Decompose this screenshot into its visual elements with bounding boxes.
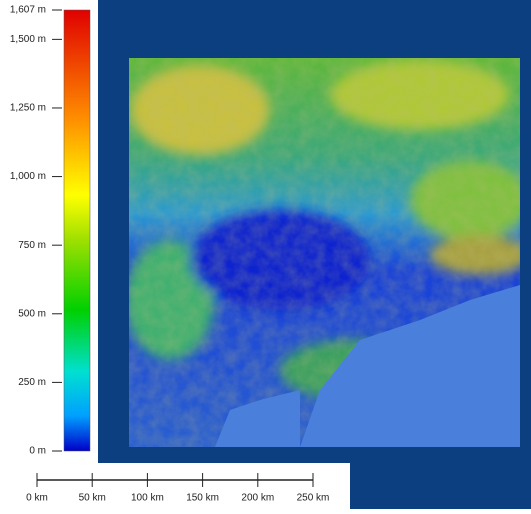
scale-label: 100 km: [131, 493, 164, 504]
legend-label: 1,607 m: [10, 5, 46, 16]
legend-label: 0 m: [29, 446, 46, 457]
legend-label: 1,000 m: [10, 171, 46, 182]
legend-label: 500 m: [18, 308, 46, 319]
scale-label: 200 km: [241, 493, 274, 504]
scale-label: 250 km: [297, 493, 330, 504]
scale-label: 0 km: [26, 493, 48, 504]
legend-label: 1,500 m: [10, 34, 46, 45]
legend-label: 250 m: [18, 377, 46, 388]
elevation-raster: [129, 58, 520, 447]
scale-label: 50 km: [79, 493, 106, 504]
legend-label: 1,250 m: [10, 103, 46, 114]
legend-label: 750 m: [18, 240, 46, 251]
scale-label: 150 km: [186, 493, 219, 504]
scale-bar-panel: [0, 463, 350, 509]
color-ramp: [63, 9, 91, 452]
